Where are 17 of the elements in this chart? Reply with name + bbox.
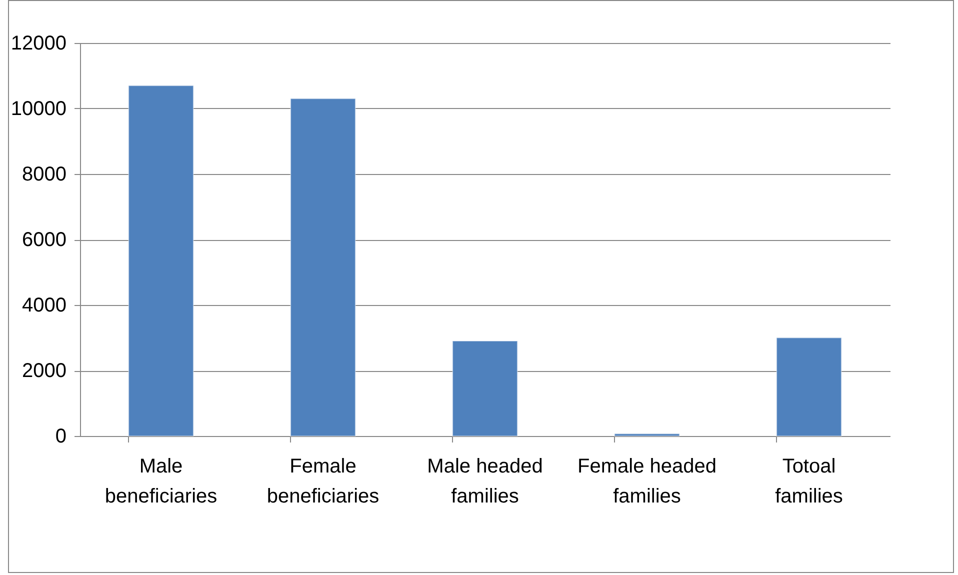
bar <box>614 433 680 436</box>
bar <box>452 340 518 436</box>
y-tick-label: 10000 <box>10 98 66 120</box>
x-tick-label: Male beneficiaries <box>104 456 218 508</box>
y-tick-label: 6000 <box>22 229 66 251</box>
y-tick-label: 8000 <box>22 164 66 186</box>
bar <box>776 337 842 436</box>
bar <box>290 98 356 436</box>
x-tick-label: Female beneficiaries <box>266 456 380 508</box>
y-tick-label: 2000 <box>22 360 66 382</box>
bar <box>128 85 194 436</box>
x-tick-label: Female headed families <box>578 456 716 508</box>
y-tick-label: 4000 <box>22 294 66 316</box>
x-tick-label: Male headed families <box>427 456 543 508</box>
y-tick-label: 12000 <box>10 32 66 54</box>
y-tick-label: 0 <box>55 426 66 448</box>
x-tick-label: Totoal families <box>775 456 843 508</box>
